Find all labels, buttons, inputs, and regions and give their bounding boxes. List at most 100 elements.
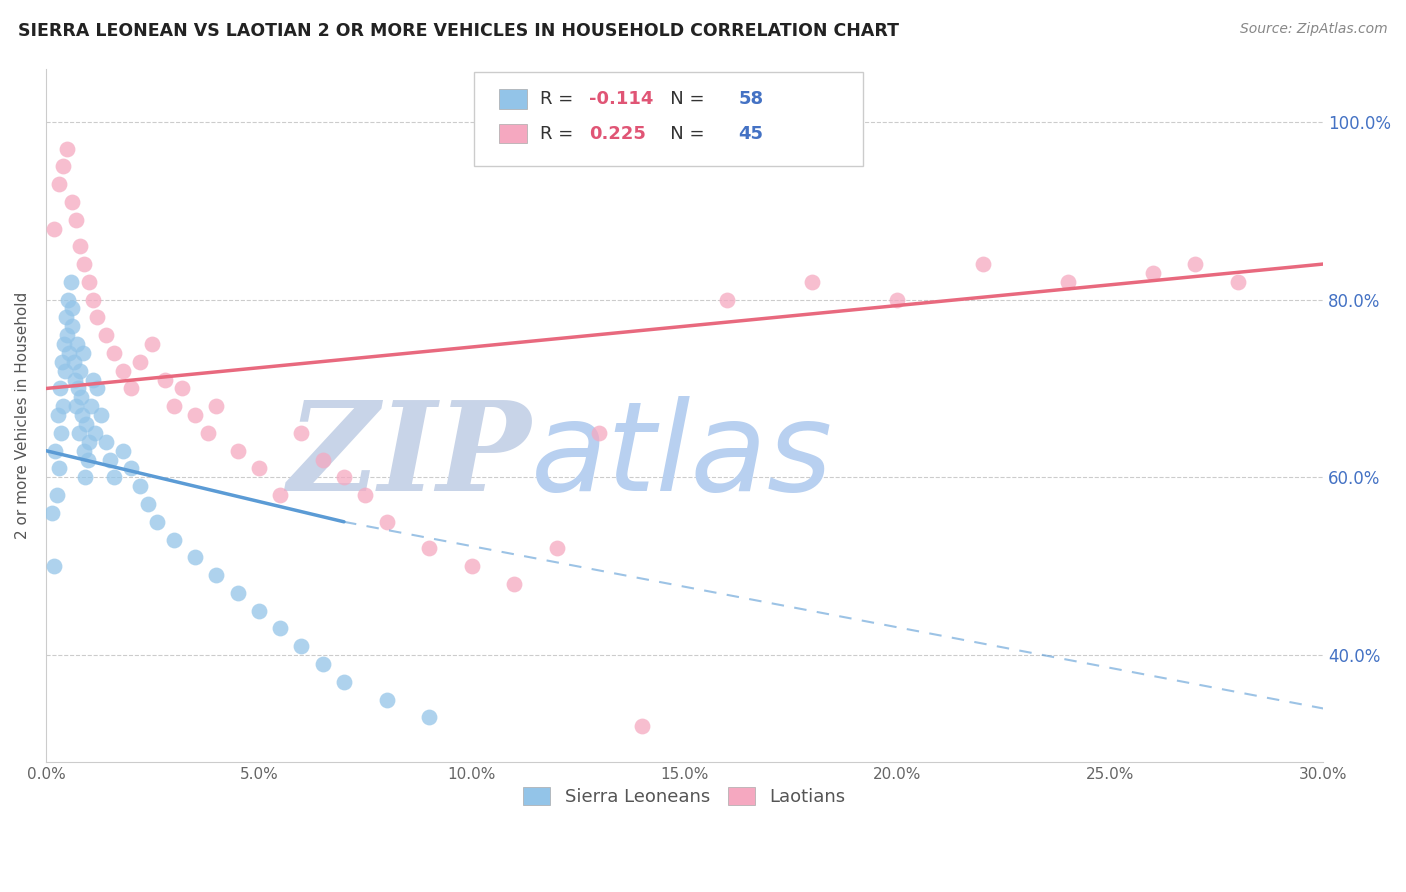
Point	[269, 622, 291, 636]
Point	[56, 293, 79, 307]
Point	[41, 506, 63, 520]
Legend: Sierra Leoneans, Laotians: Sierra Leoneans, Laotians	[515, 778, 855, 815]
Point	[65, 337, 87, 351]
Point	[1056, 275, 1078, 289]
Point	[128, 355, 150, 369]
Text: 0.225: 0.225	[589, 125, 645, 143]
Point	[56, 328, 79, 343]
Point	[141, 337, 163, 351]
Point	[62, 355, 84, 369]
Point	[136, 497, 159, 511]
Point	[312, 657, 335, 671]
Text: atlas: atlas	[531, 396, 834, 517]
Point	[77, 275, 100, 289]
Point	[145, 515, 167, 529]
Text: R =: R =	[540, 125, 579, 143]
Point	[46, 408, 69, 422]
Point	[90, 408, 112, 422]
FancyBboxPatch shape	[499, 124, 527, 144]
Point	[111, 364, 134, 378]
Point	[73, 257, 96, 271]
Point	[75, 417, 97, 431]
Point	[77, 434, 100, 449]
Point	[45, 488, 67, 502]
Point	[52, 159, 75, 173]
Point	[103, 346, 125, 360]
Point	[65, 399, 87, 413]
Point	[269, 488, 291, 502]
Point	[375, 692, 398, 706]
Point	[290, 639, 312, 653]
Point	[82, 293, 104, 307]
Point	[82, 373, 104, 387]
Point	[98, 452, 121, 467]
Point	[69, 364, 91, 378]
Point	[247, 461, 270, 475]
Point	[375, 515, 398, 529]
Point	[226, 586, 249, 600]
Text: -0.114: -0.114	[589, 90, 654, 108]
Point	[59, 275, 82, 289]
Point	[49, 425, 72, 440]
Point	[172, 382, 194, 396]
Point	[503, 577, 526, 591]
Text: N =: N =	[652, 90, 710, 108]
Point	[55, 310, 77, 325]
Point	[70, 390, 93, 404]
Point	[163, 533, 186, 547]
Text: 58: 58	[738, 90, 763, 108]
Point	[184, 550, 207, 565]
Text: ZIP: ZIP	[288, 396, 531, 517]
Point	[205, 399, 228, 413]
Text: R =: R =	[540, 90, 579, 108]
Point	[333, 674, 356, 689]
Point	[48, 461, 70, 475]
Y-axis label: 2 or more Vehicles in Household: 2 or more Vehicles in Household	[15, 292, 30, 539]
Point	[716, 293, 738, 307]
Point	[103, 470, 125, 484]
Point	[247, 604, 270, 618]
Point	[79, 399, 101, 413]
Point	[153, 373, 176, 387]
Text: N =: N =	[652, 125, 710, 143]
Point	[354, 488, 377, 502]
Point	[60, 319, 83, 334]
Point	[48, 382, 70, 396]
Point	[76, 452, 98, 467]
Point	[60, 194, 83, 209]
Text: SIERRA LEONEAN VS LAOTIAN 2 OR MORE VEHICLES IN HOUSEHOLD CORRELATION CHART: SIERRA LEONEAN VS LAOTIAN 2 OR MORE VEHI…	[18, 22, 900, 40]
FancyBboxPatch shape	[499, 89, 527, 109]
Point	[44, 221, 66, 235]
Text: 45: 45	[738, 125, 763, 143]
Point	[44, 443, 66, 458]
Point	[1142, 266, 1164, 280]
Point	[886, 293, 908, 307]
FancyBboxPatch shape	[474, 72, 863, 166]
Point	[588, 425, 610, 440]
Point	[63, 373, 86, 387]
Point	[84, 425, 107, 440]
Point	[1184, 257, 1206, 271]
Point	[312, 452, 335, 467]
Point	[51, 355, 73, 369]
Point	[56, 141, 79, 155]
Point	[546, 541, 568, 556]
Point	[60, 301, 83, 316]
Point	[184, 408, 207, 422]
Point	[1227, 275, 1250, 289]
Point	[86, 310, 108, 325]
Point	[418, 710, 440, 724]
Point	[205, 568, 228, 582]
Point	[197, 425, 219, 440]
Point	[52, 399, 75, 413]
Point	[69, 239, 91, 253]
Point	[94, 434, 117, 449]
Point	[111, 443, 134, 458]
Point	[801, 275, 824, 289]
Point	[290, 425, 312, 440]
Point	[460, 559, 482, 574]
Point	[52, 337, 75, 351]
Point	[66, 382, 89, 396]
Point	[226, 443, 249, 458]
Point	[418, 541, 440, 556]
